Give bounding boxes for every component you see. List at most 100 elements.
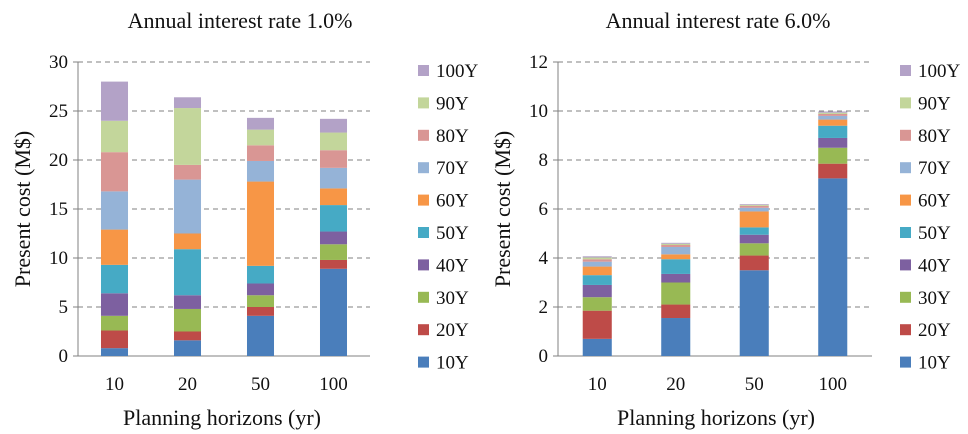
- bar-segment-60y: [661, 254, 691, 260]
- legend-swatch: [900, 259, 911, 271]
- x-tick-label: 10: [588, 374, 607, 395]
- legend-label: 30Y: [436, 288, 469, 309]
- bar-segment-80y: [100, 152, 129, 192]
- bar-segment-40y: [246, 283, 275, 296]
- bar-segment-60y: [100, 229, 129, 265]
- legend-label: 80Y: [436, 126, 469, 147]
- legend-label: 80Y: [918, 126, 951, 147]
- chart-interest-6pct: Annual interest rate 6.0% 0 2 4 6 8 10 12 10 20 50…: [490, 8, 961, 430]
- bar-segment-30y: [739, 243, 769, 256]
- legend-label: 10Y: [918, 353, 951, 374]
- bar-segment-80y: [173, 164, 202, 180]
- bar-segment-60y: [739, 211, 769, 228]
- legend-label: 30Y: [918, 288, 951, 309]
- legend-swatch: [900, 129, 911, 141]
- y-tick-label: 25: [49, 101, 68, 122]
- bar-segment-40y: [582, 284, 612, 298]
- bar-segment-90y: [319, 132, 348, 151]
- legend-swatch: [900, 65, 911, 76]
- legend-label: 50Y: [918, 223, 951, 244]
- bar-segment-100y: [661, 242, 691, 244]
- x-tick-label: 50: [251, 374, 270, 395]
- bar-segment-60y: [818, 119, 848, 126]
- y-tick-label: 8: [539, 150, 549, 171]
- bar-segment-100y: [739, 204, 769, 205]
- bar-segment-10y: [739, 270, 769, 356]
- bar-segment-40y: [100, 293, 129, 316]
- bar-segment-50y: [661, 259, 691, 274]
- y-axis-title: Present cost (M$): [490, 131, 515, 287]
- bar-segment-90y: [661, 243, 691, 246]
- bar-segment-20y: [246, 307, 275, 316]
- bar-segment-20y: [319, 259, 348, 269]
- bar-segment-50y: [818, 125, 848, 138]
- bar-segment-50y: [173, 249, 202, 296]
- legend-label: 90Y: [436, 93, 469, 114]
- legend-swatch: [418, 291, 429, 303]
- legend-label: 50Y: [436, 223, 469, 244]
- bar-segment-30y: [173, 308, 202, 332]
- bar-segment-40y: [661, 273, 691, 283]
- bar-segment-80y: [818, 113, 848, 116]
- bar-segment-100y: [100, 81, 129, 121]
- bar-segment-20y: [582, 310, 612, 339]
- bar-segment-30y: [319, 244, 348, 260]
- x-tick-label: 20: [666, 374, 685, 395]
- bar-segment-90y: [818, 112, 848, 114]
- x-axis-title: Planning horizons (yr): [123, 405, 321, 430]
- x-axis-title: Planning horizons (yr): [617, 405, 815, 430]
- bar-segment-30y: [100, 315, 129, 331]
- y-tick-label: 4: [539, 248, 549, 269]
- bar-segment-50y: [319, 205, 348, 232]
- x-tick-label: 100: [319, 374, 348, 395]
- bar-segment-70y: [246, 160, 275, 182]
- chart-title: Annual interest rate 1.0%: [128, 8, 353, 33]
- legend-swatch: [900, 227, 911, 238]
- bar-segment-50y: [582, 275, 612, 285]
- legend-label: 40Y: [918, 255, 951, 276]
- bar-segment-70y: [739, 207, 769, 212]
- bar-segment-80y: [246, 145, 275, 161]
- legend-label: 60Y: [918, 191, 951, 212]
- legend-swatch: [418, 129, 429, 141]
- bar-segment-50y: [246, 265, 275, 284]
- legend-label: 40Y: [436, 255, 469, 276]
- legend-label: 10Y: [436, 353, 469, 374]
- bar-segment-30y: [246, 295, 275, 307]
- bar-segment-60y: [173, 233, 202, 250]
- legend-label: 100Y: [436, 61, 479, 82]
- bar-segment-80y: [661, 245, 691, 247]
- y-tick-label: 0: [59, 346, 69, 367]
- legend-swatch: [418, 194, 429, 206]
- legend-swatch: [418, 324, 429, 336]
- legend-swatch: [418, 259, 429, 271]
- bar-segment-90y: [100, 120, 129, 153]
- x-tick-label: 10: [105, 374, 124, 395]
- bar-segment-10y: [173, 340, 202, 356]
- bar-segment-40y: [818, 137, 848, 148]
- bar-segment-70y: [173, 179, 202, 234]
- bar-segment-10y: [100, 348, 129, 356]
- y-tick-label: 30: [49, 52, 68, 73]
- legend-swatch: [900, 356, 911, 368]
- bar-segment-50y: [100, 264, 129, 294]
- legend-label: 90Y: [918, 93, 951, 114]
- y-axis-title: Present cost (M$): [10, 131, 35, 287]
- legend-swatch: [900, 194, 911, 206]
- bar-segment-20y: [173, 331, 202, 341]
- bar-segment-90y: [582, 257, 612, 260]
- bar-segment-40y: [739, 234, 769, 244]
- bar-segment-10y: [582, 338, 612, 356]
- bar-segment-30y: [661, 282, 691, 305]
- bar-segment-100y: [319, 118, 348, 133]
- bar-segment-90y: [246, 129, 275, 146]
- legend-swatch: [418, 227, 429, 238]
- legend-label: 20Y: [918, 320, 951, 341]
- bar-segment-100y: [173, 97, 202, 109]
- legend-swatch: [418, 356, 429, 368]
- legend-swatch: [900, 291, 911, 303]
- bar-segment-10y: [319, 268, 348, 356]
- legend-label: 70Y: [918, 158, 951, 179]
- bar-segment-30y: [582, 297, 612, 311]
